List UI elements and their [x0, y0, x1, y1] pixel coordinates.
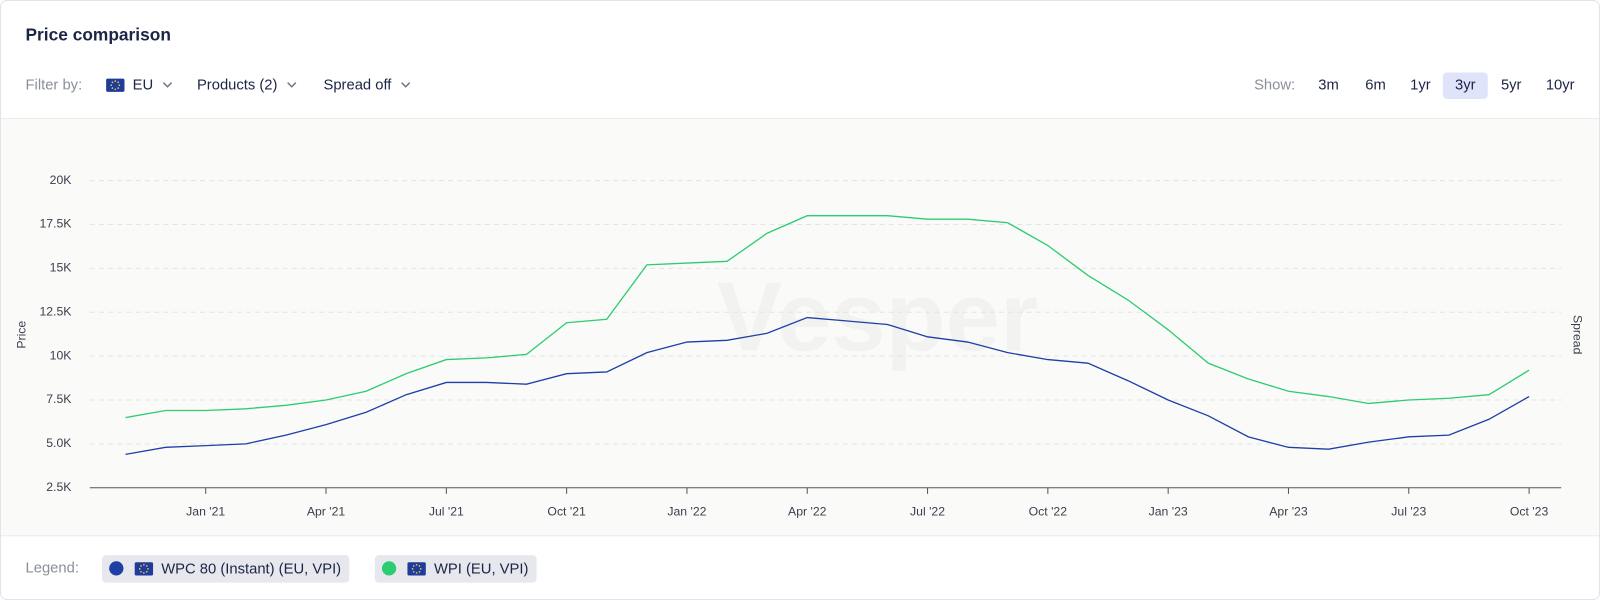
y-tick-label: 2.5K: [46, 480, 72, 494]
legend-entry: WPI (EU, VPI): [434, 561, 528, 577]
x-tick-label: Oct '21: [547, 504, 586, 518]
y-tick-label: 17.5K: [39, 217, 72, 231]
flag-star: [114, 88, 117, 91]
y-axis-title: Price: [15, 321, 29, 349]
y-tick-label: 15K: [50, 261, 73, 275]
x-tick-label: Oct '22: [1029, 504, 1068, 518]
filter-dropdown[interactable]: Spread off: [323, 78, 392, 94]
x-tick-label: Apr '22: [788, 504, 827, 518]
range-option[interactable]: 3m: [1318, 78, 1339, 94]
legend-pill[interactable]: [102, 555, 350, 583]
flag-star: [114, 80, 117, 82]
flag-star: [415, 572, 418, 574]
y-tick-label: 20K: [50, 173, 73, 187]
y-tick-label: 5.0K: [46, 436, 72, 450]
flag-star: [415, 563, 418, 566]
range-option[interactable]: 10yr: [1546, 78, 1575, 94]
range-option[interactable]: 6m: [1365, 78, 1386, 94]
series-line: [125, 215, 1530, 419]
range-option[interactable]: 1yr: [1410, 78, 1431, 94]
x-tick-label: Apr '23: [1269, 504, 1308, 518]
flag-star: [111, 81, 114, 84]
range-option[interactable]: 5yr: [1501, 78, 1522, 94]
chevron: [401, 82, 411, 88]
eu-flag: [134, 562, 154, 576]
flag-star: [140, 565, 142, 567]
chevron: [162, 82, 173, 88]
flag-bg: [407, 562, 426, 576]
x-tick-label: Jul '23: [1391, 504, 1426, 518]
flag-star: [143, 572, 145, 574]
flag-star: [411, 568, 414, 570]
flag-star: [111, 87, 114, 89]
flag-star: [145, 565, 148, 567]
selected-bg: [1442, 72, 1488, 99]
eu-flag: [407, 562, 426, 576]
filter-dropdown[interactable]: Products (2): [197, 78, 278, 94]
legend-entry: WPC 80 (Instant) (EU, VPI): [161, 561, 341, 577]
flag-star: [118, 84, 121, 87]
x-tick-label: Jan '22: [667, 504, 706, 518]
flag-star: [117, 81, 120, 84]
legend-label: Legend:: [26, 560, 79, 576]
chevron: [287, 82, 297, 88]
flag-star: [110, 84, 113, 87]
flag-star: [145, 570, 148, 573]
flag-star: [143, 563, 145, 566]
legend-swatch: [109, 561, 124, 576]
y-tick-label: 12.5K: [39, 304, 72, 318]
flag-star: [412, 570, 415, 573]
x-tick-label: Jan '21: [186, 504, 225, 518]
range-option[interactable]: 3yr: [1455, 78, 1476, 94]
flag-star: [418, 570, 421, 573]
flag-star: [147, 568, 149, 570]
chart-area: [1, 118, 1599, 536]
series-line: [125, 316, 1530, 456]
watermark: Vesper: [717, 261, 1038, 371]
flag-star: [117, 87, 120, 89]
x-tick-label: Oct '23: [1510, 504, 1549, 518]
flag-star: [412, 565, 415, 567]
legend-pill[interactable]: [374, 555, 537, 583]
filter-dropdown[interactable]: EU: [133, 78, 154, 94]
title: Price comparison: [26, 24, 171, 44]
y-tick-label: 7.5K: [46, 392, 72, 406]
x-tick-label: Jan '23: [1149, 504, 1188, 518]
x-tick-label: Jul '21: [429, 504, 464, 518]
y2-axis-title: Spread: [1570, 315, 1584, 355]
flag-star: [419, 568, 422, 570]
flag-star: [418, 565, 421, 567]
legend-swatch: [381, 561, 397, 576]
flag-bg: [134, 562, 154, 576]
flag-bg: [106, 78, 125, 92]
x-tick-label: Apr '21: [307, 504, 346, 518]
flag-star: [138, 568, 141, 570]
flag-star: [140, 570, 142, 573]
y-tick-label: 10K: [50, 348, 73, 362]
x-tick-label: Jul '22: [910, 504, 945, 518]
eu-flag: [106, 78, 125, 92]
filter-label: Filter by:: [26, 78, 83, 94]
show-label: Show:: [1254, 78, 1295, 94]
